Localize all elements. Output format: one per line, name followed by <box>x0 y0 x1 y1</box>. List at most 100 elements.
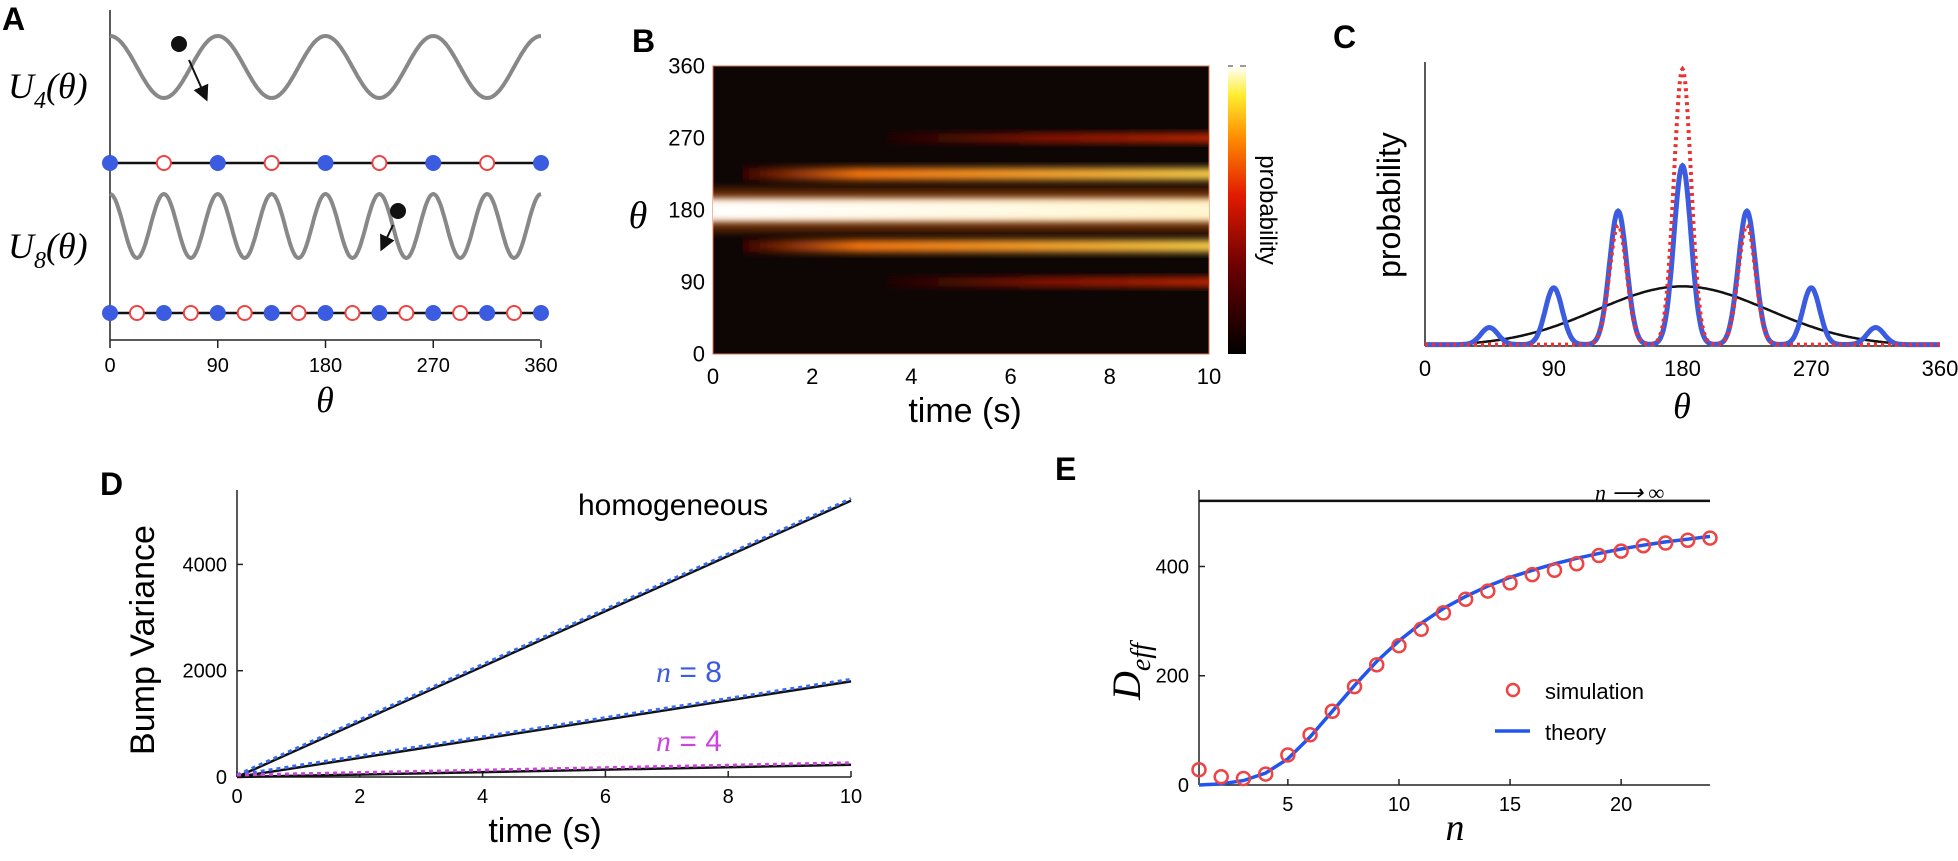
u8-markers <box>102 305 549 321</box>
x-tick-label: 90 <box>1542 356 1566 381</box>
x-tick-label: 0 <box>104 355 115 377</box>
panel-letter-c: C <box>1333 19 1356 55</box>
y-tick-label: 0 <box>1178 775 1189 797</box>
heatmap-band-core <box>713 200 1209 220</box>
simulation-point <box>1546 562 1563 579</box>
heatmap-band <box>886 133 1209 143</box>
simulation-point <box>1368 657 1385 673</box>
panel-d-ylabel: Bump Variance <box>124 525 162 755</box>
y-tick-label: 200 <box>1156 666 1189 688</box>
simulation-point <box>1413 621 1429 638</box>
heatmap-band <box>742 240 1209 252</box>
y-tick-label: 2000 <box>183 661 228 683</box>
x-tick-label: 10 <box>1197 364 1221 389</box>
variance-line-sim <box>236 677 852 777</box>
simulation-point <box>1702 530 1718 546</box>
simulation-point <box>1435 605 1452 621</box>
simulation-point <box>1346 678 1363 695</box>
open-marker <box>155 155 172 171</box>
x-tick-label: 180 <box>1664 356 1701 381</box>
simulation-point <box>1324 703 1341 719</box>
panel-a-x-ticks: 0 90 180 270 360 <box>104 340 558 377</box>
panel-b-y-ticks: 0 90 180 270 360 <box>668 54 705 367</box>
simulation-point <box>1502 575 1518 591</box>
filled-marker <box>317 305 334 321</box>
colorbar-label: probability <box>1254 155 1281 264</box>
simulation-points <box>1191 530 1718 787</box>
colorbar <box>1228 66 1246 354</box>
legend-theory-label: theory <box>1545 720 1606 745</box>
panel-letter-a: A <box>2 1 25 37</box>
filled-marker <box>102 305 118 321</box>
filled-marker <box>209 305 226 321</box>
open-marker <box>236 305 253 321</box>
x-tick-label: 10 <box>1388 794 1410 816</box>
simulation-point <box>1657 535 1674 551</box>
theory-curve <box>1198 534 1711 787</box>
panel-e-xlabel: n <box>1446 807 1465 849</box>
u4-markers <box>102 155 549 171</box>
c-blue-curve <box>1425 162 1940 348</box>
u8-label: U8(θ) <box>8 226 88 274</box>
filled-marker <box>533 155 549 171</box>
x-tick-label: 0 <box>1419 356 1431 381</box>
x-tick-label: 180 <box>309 355 342 377</box>
filled-marker <box>533 305 549 321</box>
label-homogeneous: homogeneous <box>578 489 768 522</box>
ball-u8 <box>390 203 406 219</box>
y-tick-label: 4000 <box>183 554 228 576</box>
x-tick-label: 8 <box>723 786 734 808</box>
variance-line <box>236 763 852 779</box>
filled-marker <box>425 305 442 321</box>
variance-line <box>236 680 852 779</box>
arrow-u4 <box>188 59 209 102</box>
open-marker <box>452 305 469 321</box>
filled-marker <box>425 155 442 171</box>
panel-c-x-ticks: 0 90 180 270 360 <box>1419 356 1958 381</box>
x-tick-label: 0 <box>231 786 242 808</box>
label-n8: n = 8 <box>656 656 722 689</box>
simulation-point <box>1524 566 1541 583</box>
open-marker <box>371 155 388 171</box>
c-gaussian-curve <box>1425 285 1940 347</box>
x-tick-label: 4 <box>477 786 488 808</box>
x-tick-label: 360 <box>1922 356 1958 381</box>
simulation-point <box>1613 543 1629 559</box>
open-marker <box>506 305 523 321</box>
simulation-point <box>1235 770 1252 787</box>
simulation-point <box>1591 547 1607 564</box>
filled-marker <box>102 155 118 171</box>
y-tick-label: 180 <box>668 198 705 223</box>
open-marker <box>182 305 199 321</box>
u8-potential-curve <box>109 191 542 261</box>
panel-a-xlabel: θ <box>316 380 334 420</box>
simulation-point <box>1257 766 1274 782</box>
x-tick-label: 5 <box>1282 794 1293 816</box>
panel-e-y-ticks: 0 200 400 <box>1156 556 1205 797</box>
panel-d-x-ticks: 0 2 4 6 8 10 <box>231 771 862 808</box>
heatmap-bands <box>713 133 1209 287</box>
x-tick-label: 10 <box>840 786 862 808</box>
filled-marker <box>209 155 226 171</box>
simulation-point <box>1635 537 1652 554</box>
limit-label: n ⟶ ∞ <box>1595 480 1665 505</box>
heatmap-band <box>886 277 1209 287</box>
x-tick-label: 6 <box>600 786 611 808</box>
panel-b: B 0 2 4 6 8 10 0 90 180 270 360 time (s) θ probab… <box>629 23 1281 430</box>
x-tick-label: 270 <box>1793 356 1830 381</box>
panel-letter-e: E <box>1055 451 1076 487</box>
ball-u4 <box>171 36 187 52</box>
panel-a: A 0 90 180 270 360 θ U4(θ) U8(θ) <box>2 1 558 420</box>
y-tick-label: 400 <box>1156 556 1189 578</box>
variance-line-sim <box>236 497 852 777</box>
x-tick-label: 6 <box>1004 364 1016 389</box>
panel-b-xlabel: time (s) <box>908 392 1021 430</box>
filled-marker <box>263 305 280 321</box>
label-n4: n = 4 <box>656 725 722 758</box>
simulation-point <box>1213 769 1229 785</box>
panel-c-ylabel: probability <box>1371 132 1407 278</box>
panel-d-y-ticks: 0 2000 4000 <box>183 554 243 789</box>
simulation-point <box>1680 532 1696 549</box>
simulation-point <box>1568 556 1585 572</box>
open-marker <box>128 305 145 321</box>
